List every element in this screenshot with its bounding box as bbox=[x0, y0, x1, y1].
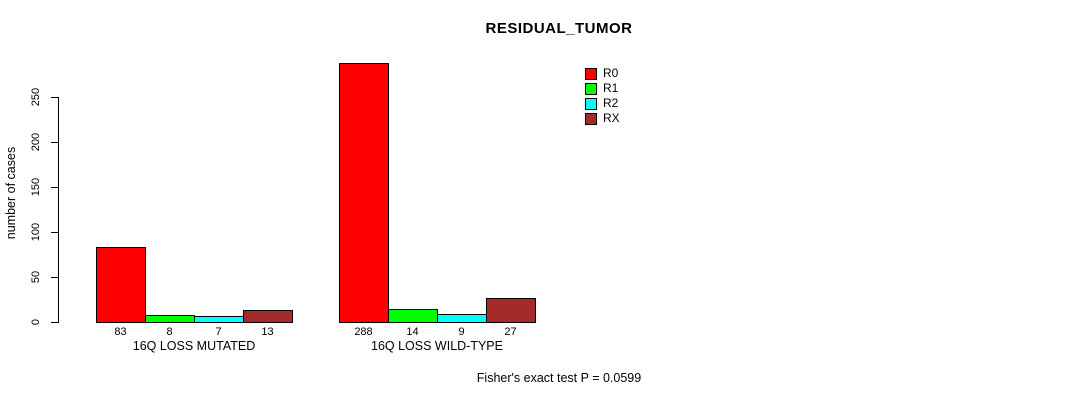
legend: R0 R1 R2 RX bbox=[585, 66, 620, 126]
y-tick-label: 50 bbox=[30, 270, 42, 284]
y-tick-label: 0 bbox=[30, 318, 42, 326]
bar-value-label: 8 bbox=[166, 326, 173, 338]
bar-rx-group1 bbox=[243, 310, 293, 323]
y-tick-mark bbox=[51, 322, 58, 323]
y-tick-mark bbox=[51, 97, 58, 98]
bar-r1-group2 bbox=[388, 309, 438, 323]
legend-swatch-r0 bbox=[585, 67, 597, 80]
stats-annotation: Fisher's exact test P = 0.0599 bbox=[476, 371, 642, 385]
bar-value-label: 13 bbox=[261, 326, 274, 338]
y-tick-mark bbox=[51, 277, 58, 278]
legend-item-r0: R0 bbox=[585, 66, 620, 81]
bar-value-label: 7 bbox=[215, 326, 222, 338]
bar-value-label: 9 bbox=[458, 326, 465, 338]
y-tick-mark bbox=[51, 187, 58, 188]
bar-r2-group2 bbox=[437, 314, 487, 323]
x-category-label: 16Q LOSS WILD-TYPE bbox=[371, 339, 503, 353]
legend-swatch-r1 bbox=[585, 82, 597, 95]
bar-r1-group1 bbox=[145, 315, 195, 323]
x-category-label: 16Q LOSS MUTATED bbox=[132, 339, 256, 353]
bar-r2-group1 bbox=[194, 316, 244, 323]
chart-title: RESIDUAL_TUMOR bbox=[485, 20, 633, 37]
legend-label: R2 bbox=[603, 96, 619, 110]
bar-value-label: 288 bbox=[354, 326, 373, 338]
legend-item-rx: RX bbox=[585, 111, 620, 126]
y-tick-label: 200 bbox=[30, 132, 42, 152]
y-tick-mark bbox=[51, 232, 58, 233]
y-axis-line bbox=[58, 97, 59, 323]
y-tick-label: 250 bbox=[30, 87, 42, 107]
bar-rx-group2 bbox=[486, 298, 536, 323]
bar-value-label: 14 bbox=[406, 326, 419, 338]
y-axis-title: number of cases bbox=[4, 146, 18, 240]
legend-item-r1: R1 bbox=[585, 81, 620, 96]
y-tick-label: 100 bbox=[30, 222, 42, 242]
legend-swatch-rx bbox=[585, 112, 597, 125]
legend-item-r2: R2 bbox=[585, 96, 620, 111]
bar-r0-group1 bbox=[96, 247, 146, 323]
legend-label: RX bbox=[603, 111, 620, 125]
bar-value-label: 83 bbox=[114, 326, 127, 338]
legend-label: R0 bbox=[603, 66, 619, 80]
bar-value-label: 27 bbox=[504, 326, 517, 338]
legend-swatch-r2 bbox=[585, 97, 597, 110]
bar-r0-group2 bbox=[339, 63, 389, 323]
y-tick-label: 150 bbox=[30, 177, 42, 197]
legend-label: R1 bbox=[603, 81, 619, 95]
y-tick-mark bbox=[51, 142, 58, 143]
